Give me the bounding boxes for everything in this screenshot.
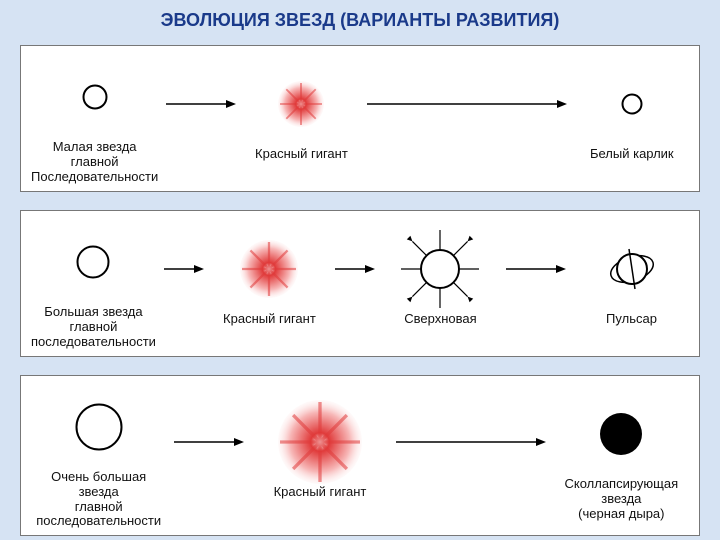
stage-label: Очень большая звездаглавнойпоследователь… (31, 470, 166, 530)
stage-label: Белый карлик (590, 147, 674, 177)
arrow-icon (506, 263, 566, 275)
arrow-icon (396, 436, 546, 448)
evolution-row: Большая звездаглавнойпоследовательности … (20, 210, 700, 357)
red-giant-icon (278, 65, 324, 143)
red-giant-icon (278, 403, 362, 481)
evolution-row: Малая звезда главнойПоследовательности К… (20, 45, 700, 192)
arrow-icon (174, 436, 244, 448)
arrow-icon (164, 263, 204, 275)
stage-label: Большая звездаглавнойпоследовательности (31, 305, 156, 350)
stage-label: Сколлапсирующая звезда(черная дыра) (554, 477, 689, 522)
arrow (367, 65, 567, 143)
stage: Сверхновая (383, 230, 498, 342)
white-dwarf-icon (621, 65, 643, 143)
small-star-icon (75, 388, 123, 466)
page: ЭВОЛЮЦИЯ ЗВЕЗД (ВАРИАНТЫ РАЗВИТИЯ) Малая… (0, 0, 720, 540)
arrow-icon (166, 98, 236, 110)
stage: Сколлапсирующая звезда(черная дыра) (554, 395, 689, 522)
stage-label: Красный гигант (255, 147, 348, 177)
arrow (396, 403, 546, 481)
black-hole-icon (599, 395, 643, 473)
stage: Малая звезда главнойПоследовательности (31, 58, 158, 185)
small-star-icon (82, 58, 108, 136)
arrow (506, 230, 566, 308)
pulsar-icon (608, 230, 656, 308)
arrow (164, 230, 204, 308)
stage: Пульсар (574, 230, 689, 342)
stage-label: Пульсар (606, 312, 657, 342)
stage: Красный гигант (252, 403, 387, 515)
arrow (166, 65, 236, 143)
arrow-icon (367, 98, 567, 110)
stage: Очень большая звездаглавнойпоследователь… (31, 388, 166, 530)
stage-label: Красный гигант (223, 312, 316, 342)
stage-label: Красный гигант (274, 485, 367, 515)
stage-label: Сверхновая (404, 312, 476, 342)
arrow (174, 403, 244, 481)
arrow-icon (335, 263, 375, 275)
stage-label: Малая звезда главнойПоследовательности (31, 140, 158, 185)
stage: Большая звездаглавнойпоследовательности (31, 223, 156, 350)
rows-container: Малая звезда главнойПоследовательности К… (20, 45, 700, 536)
stage: Красный гигант (212, 230, 327, 342)
stage: Красный гигант (244, 65, 358, 177)
arrow (335, 230, 375, 308)
evolution-row: Очень большая звездаглавнойпоследователь… (20, 375, 700, 537)
page-title: ЭВОЛЮЦИЯ ЗВЕЗД (ВАРИАНТЫ РАЗВИТИЯ) (20, 10, 700, 31)
stage: Белый карлик (575, 65, 689, 177)
supernova-icon (401, 230, 479, 308)
small-star-icon (76, 223, 110, 301)
red-giant-icon (240, 230, 298, 308)
